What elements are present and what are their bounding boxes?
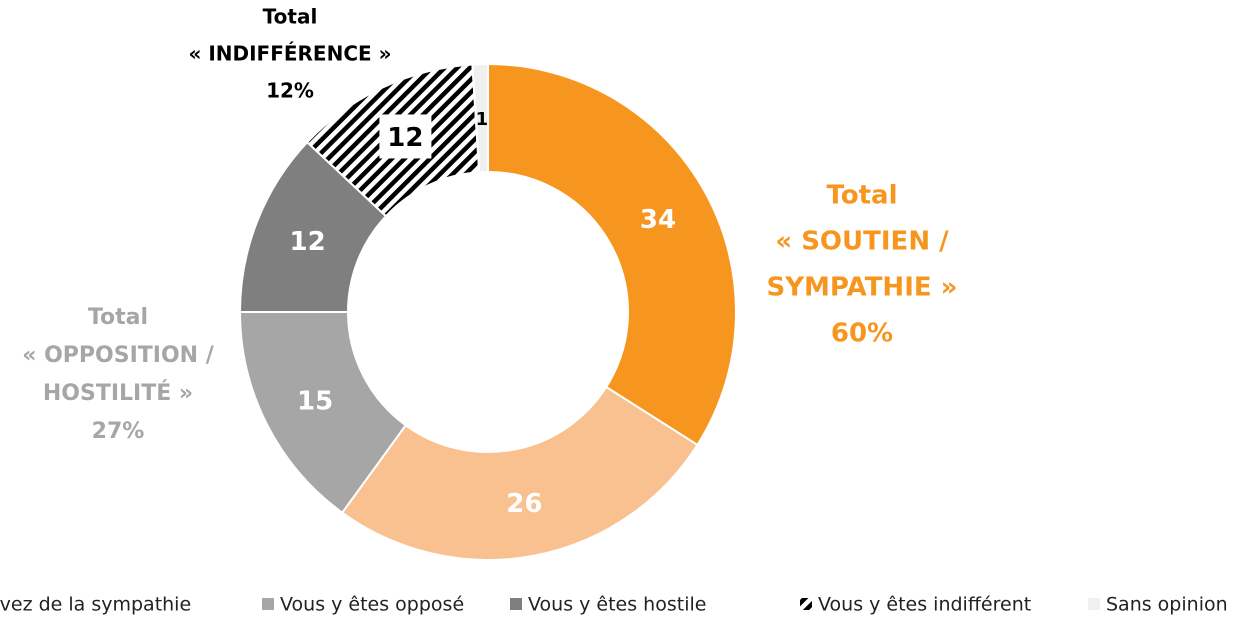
- annotation: « SOUTIEN /: [775, 227, 949, 257]
- data-label: 1: [476, 109, 489, 130]
- legend-label: Vous y êtes opposé: [280, 594, 464, 616]
- legend-label: Sans opinion: [1106, 594, 1228, 616]
- legend-label: avez de la sympathie: [0, 594, 191, 616]
- slice: [487, 62, 737, 447]
- annotation: 27%: [92, 419, 145, 444]
- annotation: Total: [88, 305, 148, 330]
- label-background: [379, 114, 432, 159]
- data-label: 34: [640, 205, 676, 235]
- annotation: « OPPOSITION /: [22, 343, 215, 368]
- legend-marker: [800, 598, 812, 610]
- slice: [340, 385, 699, 561]
- annotation: HOSTILITÉ »: [43, 380, 193, 406]
- annotation: SYMPATHIE »: [767, 273, 958, 303]
- data-label: 15: [297, 387, 333, 417]
- slice: [471, 62, 489, 174]
- annotation: « INDIFFÉRENCE »: [188, 42, 391, 66]
- data-label: 12: [290, 227, 326, 257]
- annotation: 12%: [266, 79, 314, 103]
- annotation: Total: [826, 181, 897, 211]
- legend-marker: [510, 598, 522, 610]
- data-label: 26: [506, 489, 542, 519]
- annotation: 60%: [831, 319, 893, 349]
- legend-marker: [262, 598, 274, 610]
- legend-label: Vous y êtes indifférent: [818, 594, 1031, 616]
- data-label: 12: [387, 123, 423, 153]
- legend-label: Vous y êtes hostile: [528, 594, 706, 616]
- legend-marker: [1088, 598, 1100, 610]
- annotation: Total: [263, 5, 318, 29]
